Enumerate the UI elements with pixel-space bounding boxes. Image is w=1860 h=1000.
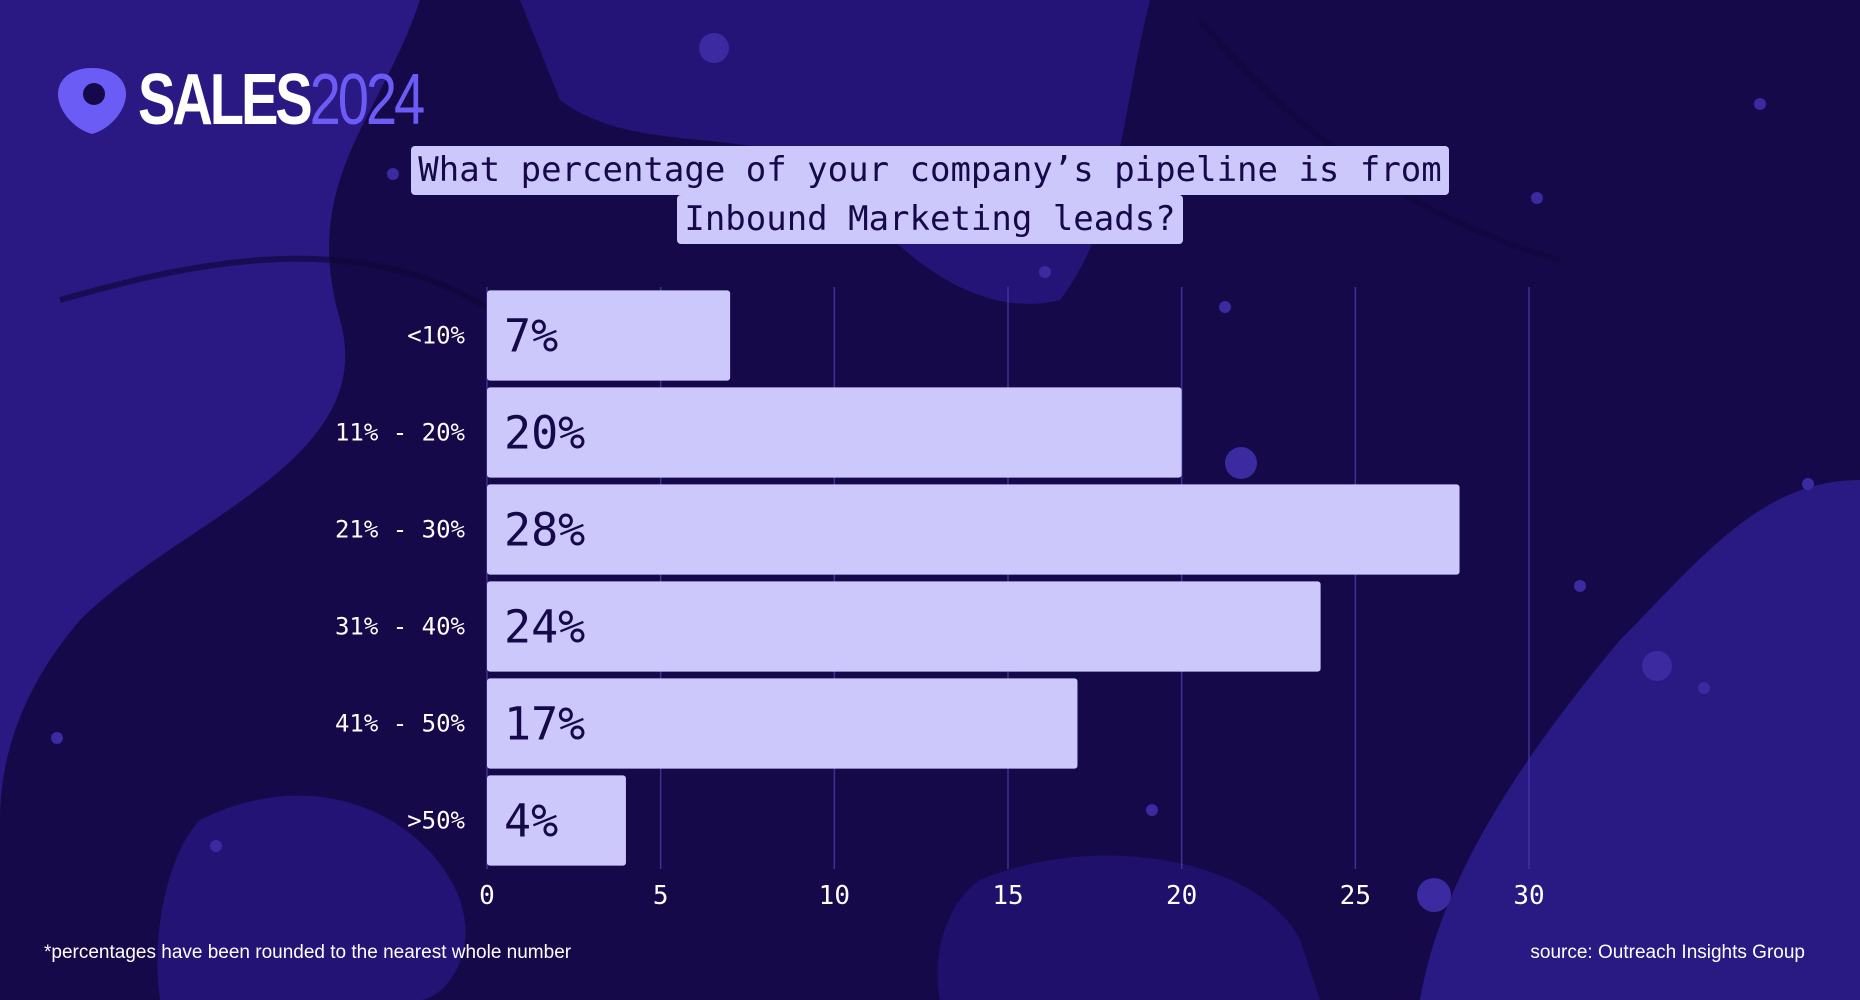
bar	[487, 387, 1182, 478]
shield-logo-icon	[58, 68, 126, 134]
footnote: *percentages have been rounded to the ne…	[44, 942, 572, 963]
data-label: 17%	[504, 698, 585, 751]
category-label: <10%	[407, 322, 465, 350]
x-tick-label: 25	[1340, 881, 1371, 911]
category-label: >50%	[407, 807, 465, 835]
brand-logo: SALES2024	[56, 62, 502, 138]
x-tick-label: 30	[1513, 881, 1544, 911]
bar	[487, 678, 1078, 769]
bar	[487, 775, 626, 866]
category-label: 11% - 20%	[335, 419, 466, 447]
category-label: 31% - 40%	[335, 613, 466, 641]
x-tick-label: 15	[992, 881, 1023, 911]
data-label: 20%	[504, 407, 585, 460]
data-label: 24%	[504, 601, 585, 654]
source-credit: source: Outreach Insights Group	[1530, 942, 1805, 963]
title-line-2: Inbound Marketing leads?	[677, 195, 1183, 244]
title-line-1: What percentage of your company’s pipeli…	[411, 146, 1449, 195]
x-tick-label: 5	[653, 881, 669, 911]
category-label: 41% - 50%	[335, 710, 466, 738]
logo-word-year: 2024	[309, 60, 426, 140]
logo-word-sales: SALES	[138, 60, 313, 140]
data-label: 7%	[504, 310, 558, 363]
x-tick-label: 10	[819, 881, 850, 911]
data-label: 28%	[504, 504, 585, 557]
data-label: 4%	[504, 795, 558, 848]
category-label: 21% - 30%	[335, 516, 466, 544]
bar	[487, 581, 1321, 672]
x-tick-label: 20	[1166, 881, 1197, 911]
logo-wordmark: SALES2024	[138, 60, 426, 140]
gridlines	[486, 287, 1530, 869]
chart-title: What percentage of your company’s pipeli…	[380, 146, 1480, 244]
bar	[487, 484, 1460, 575]
bar	[487, 290, 731, 381]
labels: 0 5 10 15 20 25 30 <10% 7% 11% - 20% 20% 21% - 30% 2…	[335, 310, 1545, 912]
x-tick-label: 0	[479, 881, 495, 911]
bars	[487, 290, 1460, 866]
